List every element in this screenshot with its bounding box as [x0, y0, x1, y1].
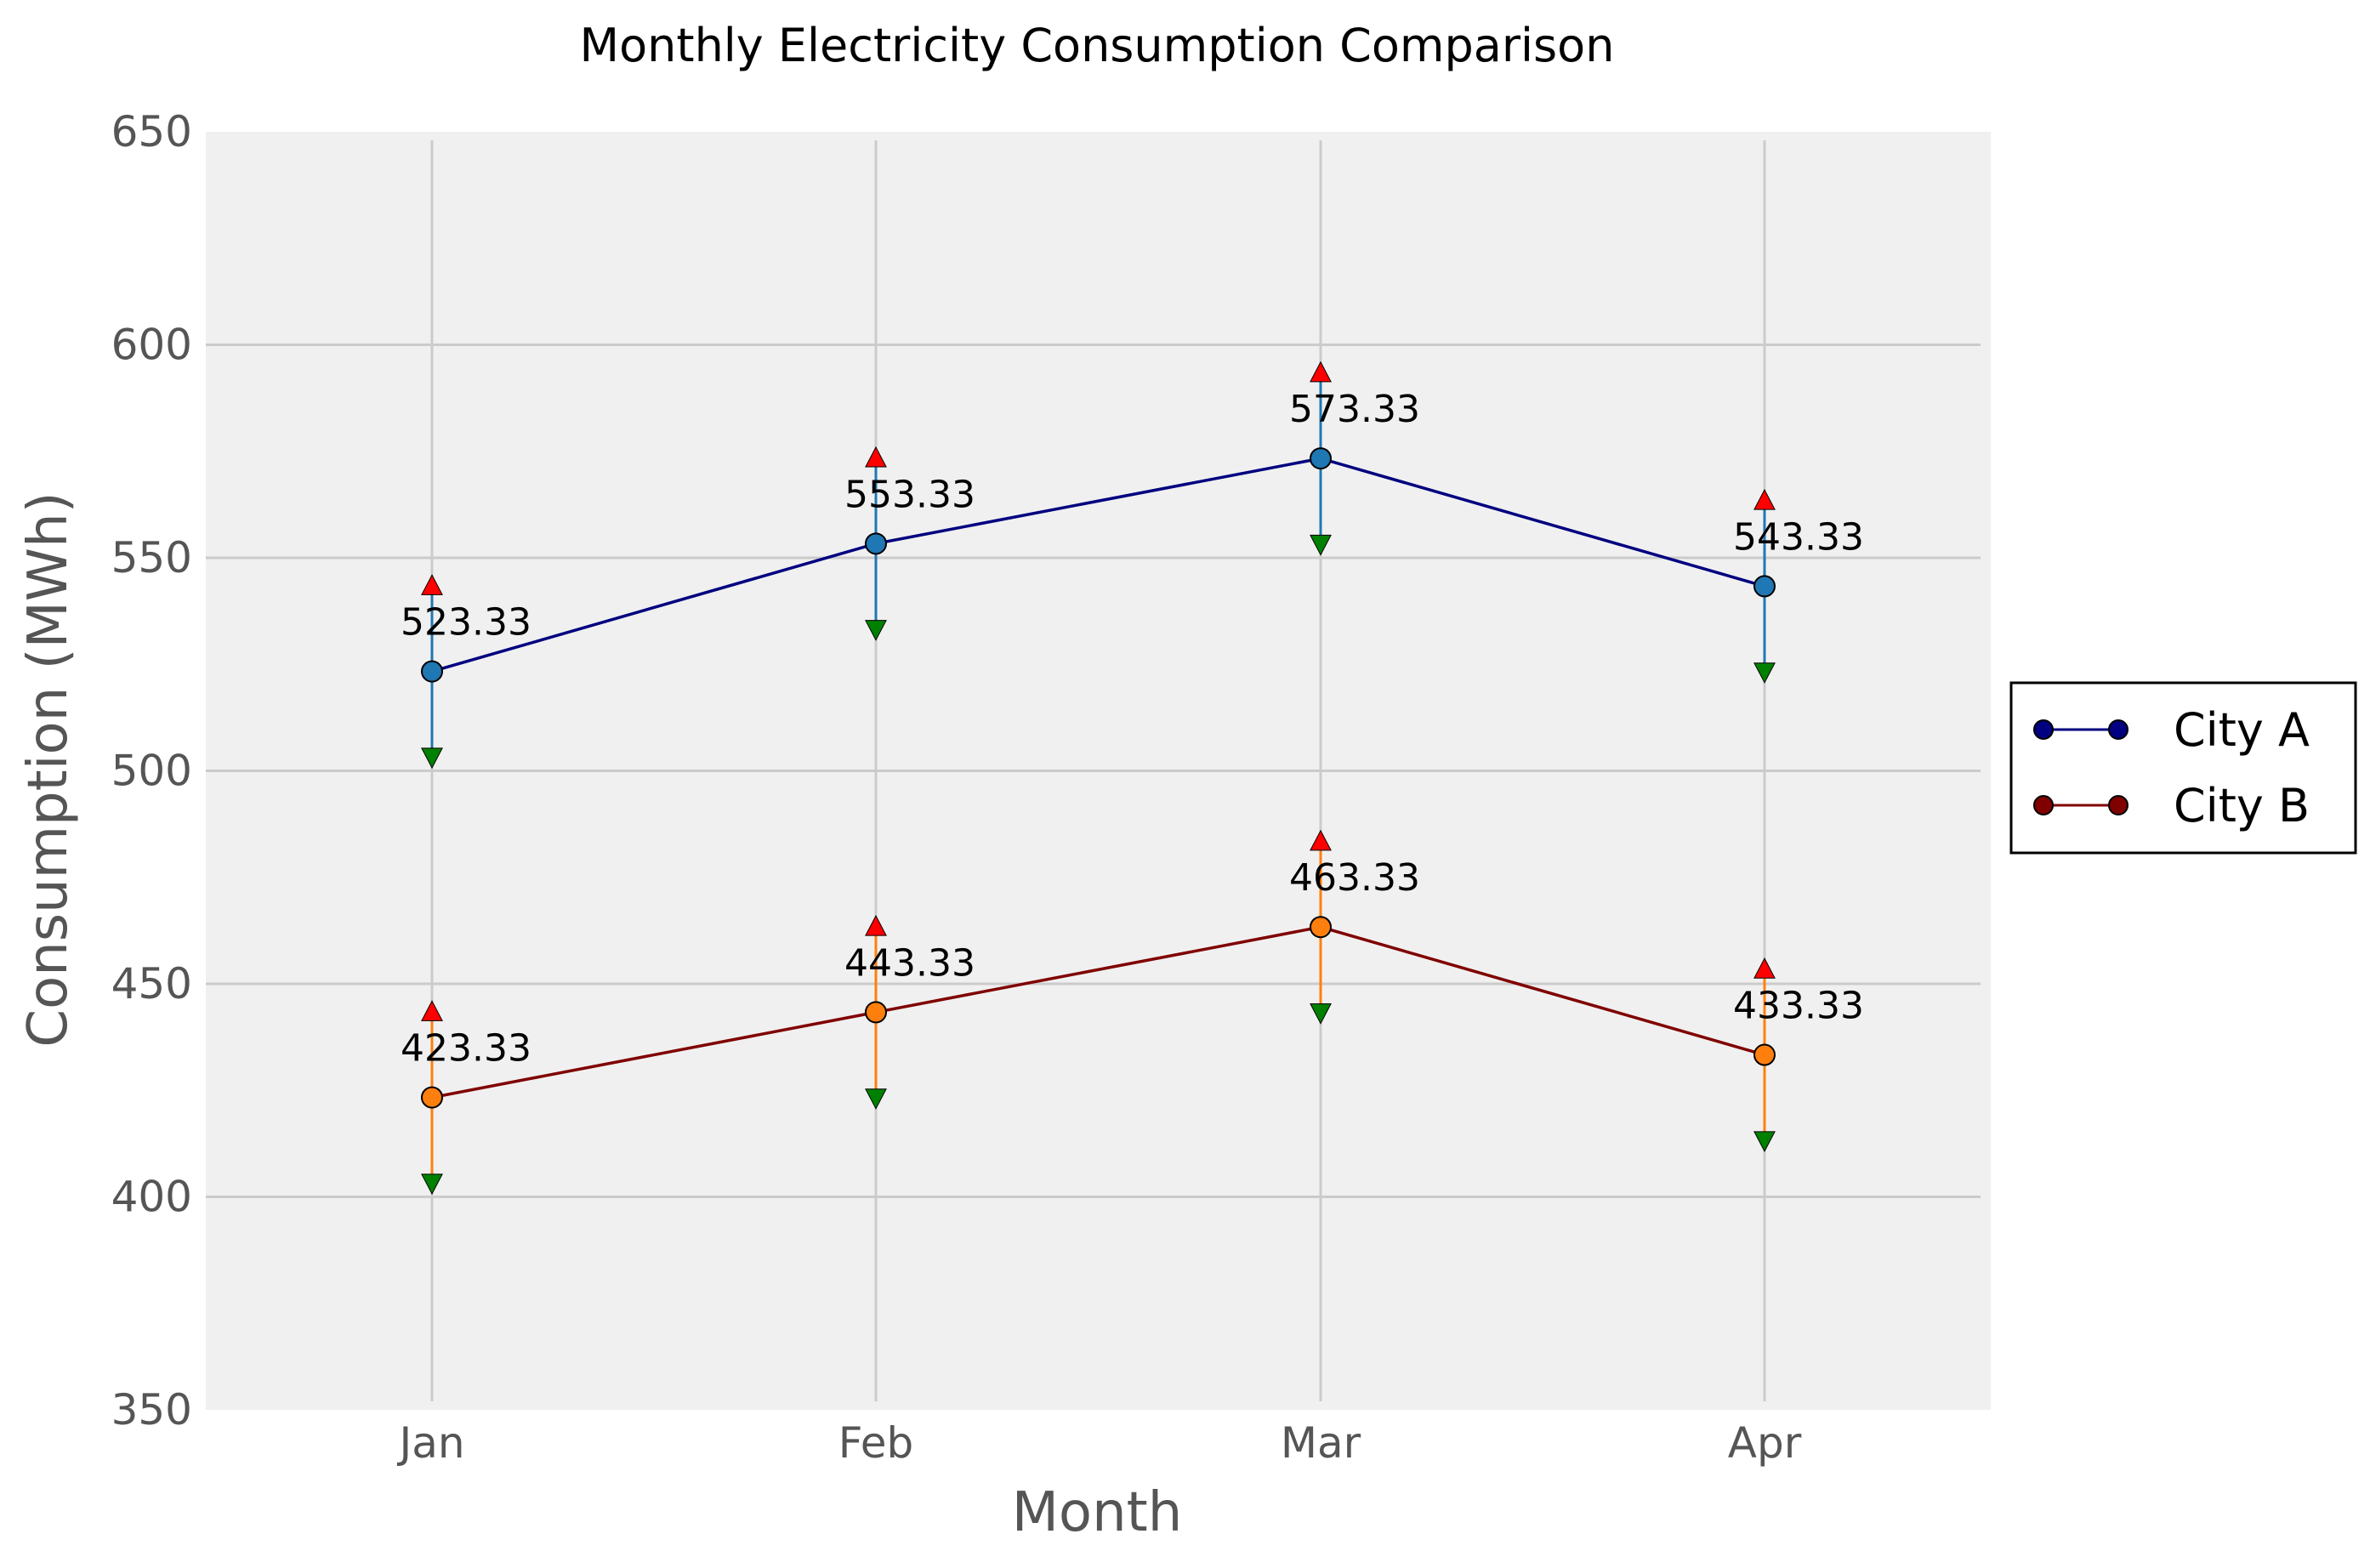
- upper-marker: [1310, 361, 1332, 383]
- series-layer: [421, 361, 1776, 1196]
- lower-marker: [1310, 534, 1332, 556]
- data-label: 553.33: [844, 473, 975, 516]
- legend-marker: [2108, 795, 2128, 815]
- legend-label: City B: [2174, 779, 2310, 832]
- upper-marker: [1753, 488, 1776, 510]
- y-axis-label: Consumption (MWh): [17, 491, 80, 1047]
- grid-lines: [206, 140, 1981, 1401]
- lower-marker: [1310, 1003, 1332, 1025]
- lower-marker: [865, 620, 887, 641]
- data-label: 433.33: [1733, 985, 1864, 1028]
- upper-marker: [421, 574, 443, 595]
- series-line: [431, 925, 1765, 1099]
- upper-marker: [421, 1000, 443, 1021]
- y-tick-label: 650: [111, 107, 192, 156]
- data-labels-layer: 523.33 553.33 573.33 543.33 423.33 443.33 463.…: [401, 388, 1864, 1071]
- x-axis-ticks: Jan Feb Mar Apr: [396, 1418, 1801, 1468]
- x-tick-label: Jan: [396, 1418, 464, 1468]
- data-label: 543.33: [1733, 515, 1864, 559]
- y-tick-label: 400: [111, 1173, 192, 1222]
- lower-marker: [865, 1088, 887, 1110]
- data-point: [1753, 575, 1776, 598]
- data-point: [865, 532, 887, 555]
- upper-marker: [865, 446, 887, 468]
- data-point: [1310, 916, 1332, 939]
- data-label: 463.33: [1289, 856, 1420, 900]
- legend-label: City A: [2174, 703, 2310, 757]
- series-line: [431, 457, 1765, 673]
- data-label: 573.33: [1289, 388, 1420, 431]
- lower-marker: [421, 1173, 443, 1196]
- legend-item-1: City A: [2033, 703, 2310, 757]
- upper-marker: [1310, 829, 1332, 851]
- y-tick-label: 450: [111, 959, 192, 1008]
- y-tick-label: 500: [111, 747, 192, 796]
- data-point: [421, 1086, 443, 1109]
- lower-marker: [1753, 1131, 1776, 1152]
- upper-marker: [1753, 957, 1776, 979]
- chart-title: Monthly Electricity Consumption Comparis…: [580, 19, 1615, 72]
- x-axis-label: Month: [1012, 1481, 1183, 1544]
- data-point: [1753, 1043, 1776, 1066]
- y-tick-label: 550: [111, 533, 192, 582]
- legend-marker: [2033, 719, 2054, 740]
- x-tick-label: Mar: [1281, 1418, 1361, 1468]
- upper-marker: [865, 914, 887, 936]
- legend: City A City B: [2009, 681, 2357, 855]
- x-tick-label: Apr: [1728, 1418, 1802, 1468]
- data-point: [1310, 447, 1332, 470]
- series-2: [421, 829, 1776, 1196]
- series-1: [421, 361, 1776, 770]
- legend-box: [2009, 681, 2357, 855]
- y-tick-label: 350: [111, 1385, 192, 1434]
- data-label: 443.33: [844, 941, 975, 985]
- data-label: 523.33: [401, 601, 531, 645]
- x-tick-label: Feb: [838, 1418, 914, 1468]
- data-point: [421, 660, 443, 683]
- lower-marker: [1753, 662, 1776, 684]
- lower-marker: [421, 747, 443, 770]
- data-label: 423.33: [401, 1027, 531, 1071]
- data-point: [865, 1001, 887, 1024]
- legend-marker: [2033, 795, 2054, 815]
- y-tick-label: 600: [111, 321, 192, 370]
- y-axis-ticks: 350 400 450 500 550 600 650: [111, 107, 192, 1434]
- legend-marker: [2108, 719, 2128, 740]
- legend-item-2: City B: [2033, 779, 2310, 832]
